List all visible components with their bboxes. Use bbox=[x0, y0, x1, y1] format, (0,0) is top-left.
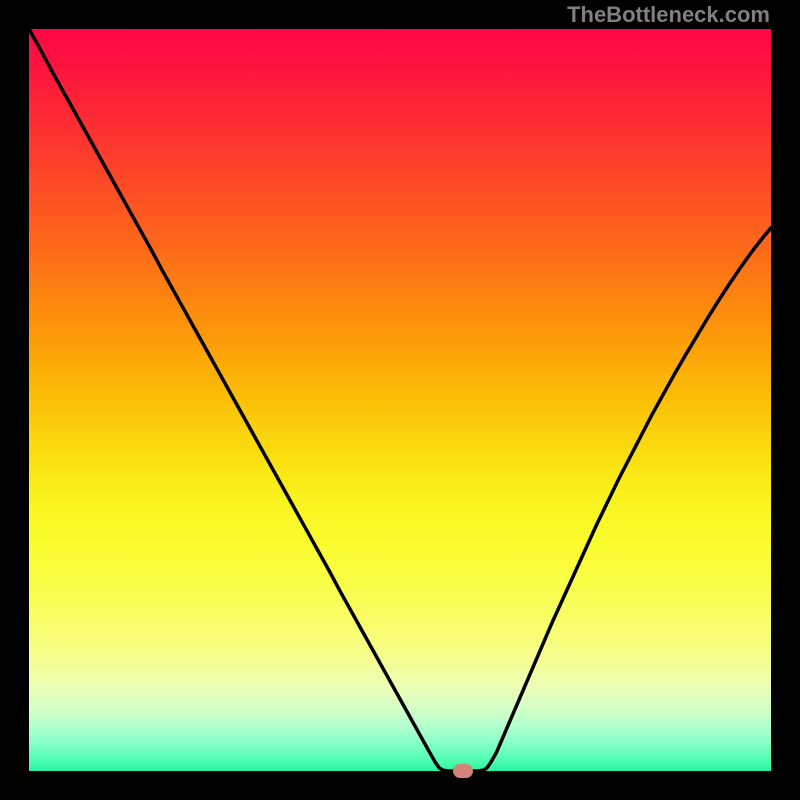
optimum-marker bbox=[453, 764, 473, 778]
plot-area bbox=[29, 29, 771, 771]
chart-frame: TheBottleneck.com bbox=[0, 0, 800, 800]
watermark-text: TheBottleneck.com bbox=[567, 2, 770, 28]
bottleneck-curve bbox=[29, 29, 771, 771]
